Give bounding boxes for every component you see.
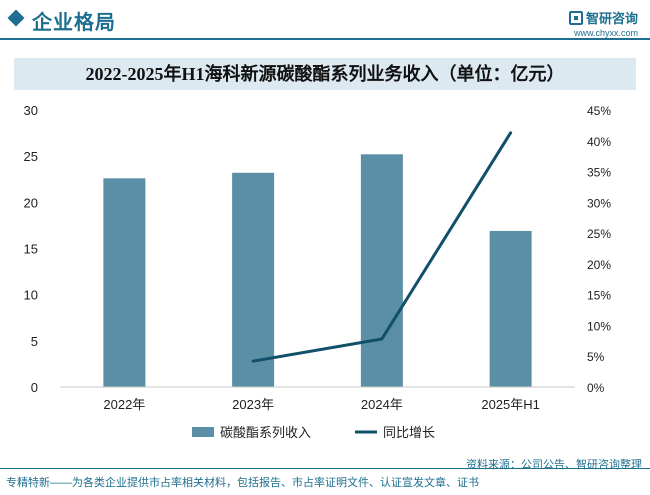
- x-tick-label: 2025年H1: [481, 397, 540, 412]
- y-left-tick-label: 30: [24, 103, 38, 118]
- legend-bar-label: 碳酸酯系列收入: [220, 425, 311, 440]
- brand-url: www.chyxx.com: [573, 28, 638, 38]
- legend-bar-swatch: [192, 427, 214, 437]
- y-right-tick-label: 25%: [587, 227, 611, 241]
- y-right-tick-label: 5%: [587, 350, 605, 364]
- y-right-tick-label: 20%: [587, 258, 611, 272]
- source-note: 资料来源：公司公告、智研咨询整理: [466, 459, 642, 471]
- footer-tagline: 专精特新——为各类企业提供市占率相关材料，包括报告、市占率证明文件、认证宣发文章…: [6, 477, 479, 489]
- y-left-tick-label: 15: [24, 242, 38, 257]
- y-left-tick-label: 25: [24, 149, 38, 164]
- brand: 智研咨询 www.chyxx.com: [568, 8, 638, 38]
- brand-name: 智研咨询: [585, 11, 638, 26]
- chart-title-band: 2022-2025年H1海科新源碳酸酯系列业务收入（单位：亿元）: [14, 58, 636, 90]
- y-left-tick-label: 0: [31, 380, 38, 395]
- x-tick-label: 2024年: [361, 397, 403, 412]
- y-right-tick-label: 40%: [587, 135, 611, 149]
- legend-line-label: 同比增长: [383, 425, 435, 440]
- bar: [489, 230, 532, 387]
- y-right-tick-label: 15%: [587, 289, 611, 303]
- footer-divider: [0, 468, 650, 469]
- y-right-tick-label: 30%: [587, 196, 611, 210]
- y-left-tick-label: 5: [31, 334, 38, 349]
- y-right-tick-label: 0%: [587, 381, 605, 395]
- header-divider: [0, 38, 650, 40]
- bar: [360, 154, 403, 387]
- x-tick-label: 2022年: [103, 397, 145, 412]
- brand-logo-icon: [568, 10, 583, 25]
- header: 企业格局 智研咨询 www.chyxx.com: [0, 0, 650, 40]
- y-left-tick-label: 20: [24, 195, 38, 210]
- chart-title: 2022-2025年H1海科新源碳酸酯系列业务收入（单位：亿元）: [85, 64, 565, 84]
- y-right-tick-label: 45%: [587, 104, 611, 118]
- y-left-tick-label: 10: [24, 288, 38, 303]
- bar: [232, 172, 275, 387]
- bar: [103, 178, 146, 387]
- growth-line: [251, 131, 513, 363]
- y-right-tick-label: 35%: [587, 166, 611, 180]
- diamond-icon: [7, 9, 25, 27]
- x-tick-label: 2023年: [232, 397, 274, 412]
- brand-row: 智研咨询: [568, 8, 638, 27]
- chart: 0 5 10 15 20 25 30 0% 5% 10% 15% 20% 25% 30% 35% 40% 45%…: [24, 103, 612, 440]
- section-title: 企业格局: [32, 12, 116, 34]
- y-right-tick-label: 10%: [587, 319, 611, 333]
